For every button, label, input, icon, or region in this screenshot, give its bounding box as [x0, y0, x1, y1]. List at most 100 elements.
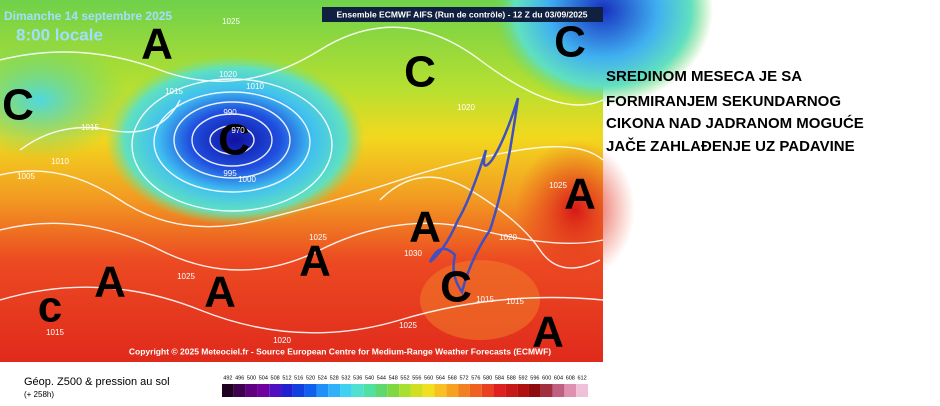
center: C [440, 263, 472, 312]
colorbar-swatch [493, 384, 506, 397]
colorbar-swatch [517, 384, 529, 397]
colorbar-label: 556 [412, 375, 421, 381]
colorbar-label: 572 [459, 375, 468, 381]
colorbar-label: 524 [318, 375, 327, 381]
colorbar-swatch [292, 384, 305, 397]
colorbar-swatch [576, 384, 588, 397]
colorbar-swatch [422, 384, 435, 397]
isobar-label: 1015 [476, 295, 494, 304]
isobar-label: 1030 [404, 249, 422, 258]
colorbar-swatch [446, 384, 459, 397]
isobar-label: 1015 [81, 123, 99, 132]
colorbar-label: 560 [424, 375, 433, 381]
isobar-labels: 1025 1020 1015 1010 1015 1010 1005 990 9… [17, 17, 567, 345]
comment-line: CIKONA NAD JADRANOM MOGUĆE [606, 114, 864, 132]
colorbar-swatch [257, 384, 270, 397]
isobar-label: 1020 [457, 103, 475, 112]
comment: SREDINOM MESECA JE SA FORMIRANJEM SEKUND… [606, 68, 864, 155]
comment-line: JAČE ZAHLAĐENJE UZ PADAVINE [606, 137, 855, 155]
colorbar-swatch [434, 384, 447, 397]
colorbar-label: 544 [377, 375, 386, 381]
colorbar-label: 528 [330, 375, 339, 381]
colorbar-swatch [340, 384, 352, 397]
colorbar: 492 496 500 504 508 512 516 520 524 528 532 536 540 5… [222, 375, 588, 397]
colorbar-swatch [552, 384, 565, 397]
colorbar-swatch [316, 384, 329, 397]
isobar-label: 970 [231, 126, 245, 135]
isobar-label: 1025 [549, 181, 567, 190]
copyright: Copyright © 2025 Meteociel.fr - Source E… [129, 346, 551, 356]
colorbar-swatch [505, 384, 518, 397]
colorbar-swatch [540, 384, 553, 397]
colorbar-label: 580 [483, 375, 492, 381]
model-box [322, 7, 603, 22]
colorbar-label: 552 [400, 375, 409, 381]
colorbar-swatch [375, 384, 388, 397]
colorbar-swatch [564, 384, 577, 397]
isobar-label: 1015 [165, 87, 183, 96]
isobar-label: 1020 [219, 70, 237, 79]
colorbar-label: 496 [235, 375, 244, 381]
colorbar-label: 500 [247, 375, 256, 381]
isobar-label: 990 [223, 108, 237, 117]
model: Ensemble ECMWF AIFS (Run de contrôle) - … [337, 9, 588, 19]
isobar-label: 995 [223, 169, 237, 178]
centers: A C C C C A A A A A C A c [2, 18, 596, 357]
center: A [141, 20, 173, 69]
comment-line: SREDINOM MESECA JE SA [606, 68, 802, 85]
colorbar-swatch [481, 384, 494, 397]
colorbar-label: 576 [471, 375, 480, 381]
isobar-label: 1005 [17, 172, 35, 181]
colorbar-swatch [410, 384, 423, 397]
center: c [38, 283, 62, 332]
center: C [404, 48, 436, 97]
colorbar-swatch [351, 384, 364, 397]
center: C [218, 116, 250, 165]
colorbar-label: 508 [271, 375, 280, 381]
colorbar-label: 596 [530, 375, 539, 381]
colorbar-label: 612 [578, 375, 587, 381]
colorbar-swatch [458, 384, 470, 397]
colorbar-swatch [269, 384, 282, 397]
comment-line: FORMIRANJEM SEKUNDARNOG [606, 93, 841, 110]
center: A [204, 268, 236, 317]
colorbar-label: 540 [365, 375, 374, 381]
colorbar-label: 548 [389, 375, 398, 381]
isobar-label: 1000 [238, 175, 256, 184]
colorbar-label: 604 [554, 375, 563, 381]
colorbar-label: 568 [448, 375, 457, 381]
colorbar-label: 536 [353, 375, 362, 381]
isobar-label: 1020 [273, 336, 291, 345]
isobar-label: 1010 [246, 82, 264, 91]
colorbar-swatch [399, 384, 411, 397]
colorbar-swatch [363, 384, 376, 397]
colorbar-label: 588 [507, 375, 516, 381]
map [0, 0, 713, 362]
colorbar-label: 564 [436, 375, 445, 381]
colorbar-swatch [469, 384, 482, 397]
center: C [554, 18, 586, 67]
colorbar-label: 512 [282, 375, 291, 381]
time: 8:00 locale [16, 25, 103, 44]
colorbar-label: 600 [542, 375, 551, 381]
isobar-label: 1015 [46, 328, 64, 337]
isobar-label: 1025 [177, 272, 195, 281]
isobar-label: 1025 [309, 233, 327, 242]
date: Dimanche 14 septembre 2025 [4, 9, 172, 23]
colorbar-label: 492 [223, 375, 232, 381]
isobar-label: 1025 [399, 321, 417, 330]
colorbar-label: 516 [294, 375, 303, 381]
colorbar-swatch [304, 384, 317, 397]
isobar-label: 1010 [51, 157, 69, 166]
isobar-label: 1020 [499, 233, 517, 242]
legend-title: Géop. Z500 & pression au sol [24, 376, 170, 388]
colorbar-label: 504 [259, 375, 268, 381]
center: C [2, 81, 34, 130]
colorbar-swatch [528, 384, 541, 397]
isobar-label: 1025 [222, 17, 240, 26]
center: A [564, 170, 596, 219]
center: A [532, 308, 564, 357]
colorbar-swatch [387, 384, 400, 397]
colorbar-label: 520 [306, 375, 315, 381]
